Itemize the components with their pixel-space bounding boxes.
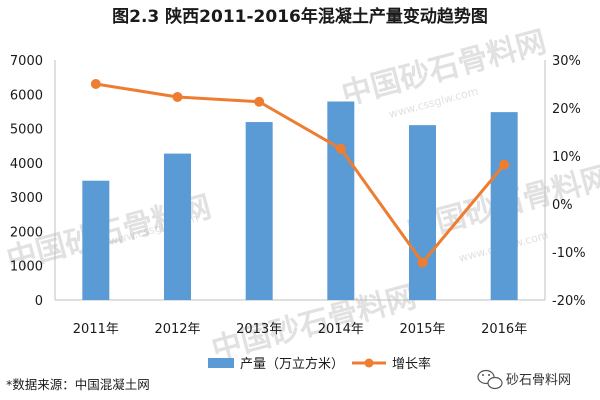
legend-label-line: 增长率 bbox=[392, 356, 431, 372]
bar bbox=[490, 112, 518, 300]
left-tick-label: 6000 bbox=[10, 88, 43, 103]
chart-title: 图2.3 陕西2011-2016年混凝土产量变动趋势图 bbox=[112, 6, 488, 27]
bar bbox=[245, 122, 273, 300]
bar bbox=[164, 153, 191, 300]
x-tick-label: 2015年 bbox=[399, 322, 445, 337]
growth-point bbox=[499, 159, 510, 170]
right-tick-label: -20% bbox=[552, 294, 586, 309]
right-tick-label: -10% bbox=[552, 246, 586, 261]
growth-point bbox=[90, 79, 101, 89]
left-axis-ticks: 0 1000 2000 3000 4000 5000 6000 7000 bbox=[10, 54, 43, 309]
left-tick-label: 4000 bbox=[10, 157, 43, 172]
x-tick-label: 2014年 bbox=[318, 322, 364, 337]
brand: 砂石骨料网 bbox=[477, 369, 571, 390]
line-series bbox=[90, 79, 510, 268]
left-tick-label: 2000 bbox=[10, 225, 43, 240]
left-tick-label: 5000 bbox=[10, 123, 43, 138]
bar-series bbox=[82, 101, 518, 301]
x-tick-label: 2011年 bbox=[73, 322, 119, 337]
growth-point bbox=[335, 143, 346, 154]
bar bbox=[409, 125, 436, 301]
right-axis-ticks: -20% -10% 0% 10% 20% 30% bbox=[552, 54, 586, 309]
bar bbox=[82, 180, 110, 300]
legend: 产量（万立方米） 增长率 bbox=[208, 356, 431, 372]
right-tick-label: 0% bbox=[552, 198, 573, 213]
x-tick-label: 2012年 bbox=[154, 322, 200, 337]
x-tick-label: 2013年 bbox=[236, 322, 282, 337]
wechat-icon bbox=[477, 369, 503, 390]
growth-line bbox=[95, 82, 506, 265]
left-tick-label: 0 bbox=[35, 294, 43, 309]
growth-point bbox=[172, 91, 183, 102]
right-tick-label: 20% bbox=[552, 102, 581, 117]
left-tick-label: 1000 bbox=[10, 260, 43, 275]
x-tick-label: 2016年 bbox=[481, 322, 527, 337]
growth-point bbox=[417, 257, 428, 268]
legend-swatch-bar bbox=[208, 358, 234, 368]
legend-swatch-marker bbox=[364, 358, 374, 368]
right-tick-label: 30% bbox=[552, 54, 581, 69]
left-tick-label: 3000 bbox=[10, 191, 43, 206]
legend-label-bar: 产量（万立方米） bbox=[240, 356, 344, 372]
x-axis-ticks: 2011年 2012年 2013年 2014年 2015年 2016年 bbox=[73, 322, 527, 337]
bar bbox=[327, 101, 355, 300]
right-tick-label: 10% bbox=[552, 150, 581, 165]
left-tick-label: 7000 bbox=[10, 54, 43, 69]
growth-point bbox=[254, 96, 265, 107]
source-note: *数据来源：中国混凝土网 bbox=[6, 377, 150, 392]
brand-label: 砂石骨料网 bbox=[506, 373, 571, 388]
